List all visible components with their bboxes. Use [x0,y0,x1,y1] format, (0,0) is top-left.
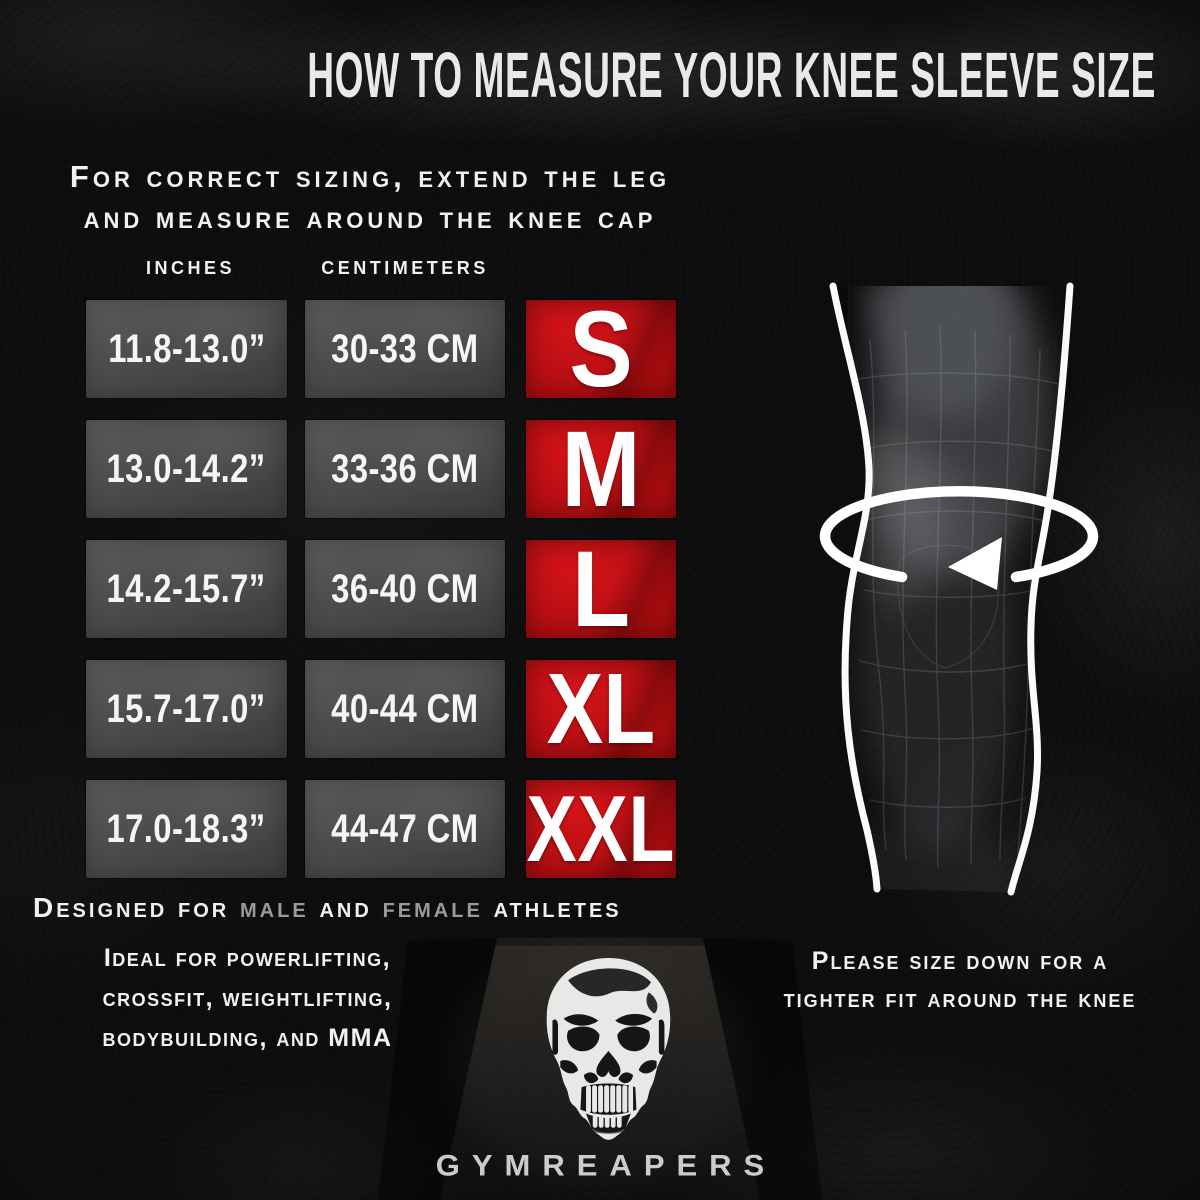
size-badge: XXL [526,780,676,878]
size-label: XL [546,653,656,765]
instruction-line-2: and measure around the knee cap [83,200,657,235]
size-badge: S [526,295,676,403]
size-label: S [569,288,633,409]
size-badge: XL [526,653,676,765]
designed-for-line: Designed for male and female athletes [33,892,622,923]
centimeters-cell: 44-47 CM [305,780,505,878]
centimeters-cell: 40-44 CM [305,660,505,758]
instruction-line-1: For correct sizing, extend the leg [69,159,671,194]
centimeters-cell: 33-36 CM [305,420,505,518]
size-row-xxl: 17.0-18.3” 44-47 CM XXL [0,780,700,878]
column-header-centimeters: centimeters [321,250,489,280]
centimeters-cell: 36-40 CM [305,540,505,638]
column-header-inches: inches [145,250,235,280]
size-label: L [571,528,631,649]
inches-cell: 14.2-15.7” [86,540,287,638]
size-badge: M [526,415,676,523]
centimeters-cell: 30-33 CM [305,300,505,398]
ideal-for-note: Ideal for powerlifting, crossfit, weight… [102,944,393,1052]
brand-wordmark: GYMREAPERS [435,1148,777,1183]
size-label: M [561,408,641,529]
female-label: female [382,892,483,923]
size-row-s: 11.8-13.0” 30-33 CM S [0,295,700,403]
inches-cell: 15.7-17.0” [86,660,287,758]
size-row-xl: 15.7-17.0” 40-44 CM XL [0,653,700,765]
size-row-l: 14.2-15.7” 36-40 CM L [0,535,700,643]
inches-cell: 17.0-18.3” [86,780,287,878]
size-badge: L [526,535,676,643]
size-down-note: Please size down for a tighter fit aroun… [783,947,1137,1013]
inches-cell: 11.8-13.0” [86,300,287,398]
sizing-instructions: For correct sizing, extend the leg and m… [5,156,735,238]
size-label: XXL [526,776,676,881]
male-label: male [240,892,309,923]
page-title: HOW TO MEASURE YOUR KNEE SLEEVE SIZE [307,39,1156,111]
size-row-m: 13.0-14.2” 33-36 CM M [0,415,700,523]
inches-cell: 13.0-14.2” [86,420,287,518]
